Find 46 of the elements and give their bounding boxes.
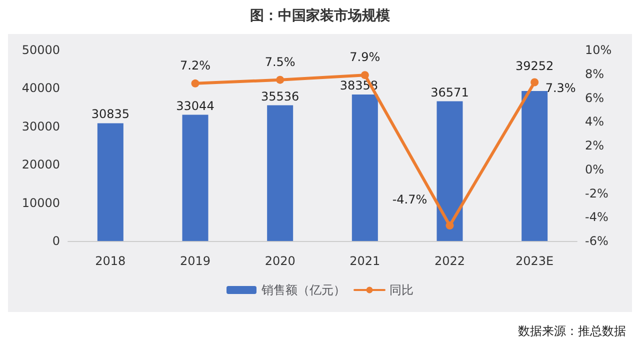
- data-label: 39252: [515, 59, 554, 74]
- y-tick-label: 20000: [22, 158, 60, 172]
- point: [276, 76, 284, 84]
- y2-tick-label: 4%: [585, 114, 604, 129]
- point: [446, 221, 454, 230]
- x-tick-label: 2023E: [516, 254, 554, 268]
- source-note: 数据来源：推总数据: [518, 324, 626, 338]
- point: [360, 71, 369, 80]
- bar: [182, 114, 208, 241]
- bar: [522, 91, 548, 241]
- legend-label: 同比: [390, 283, 414, 297]
- data-label: 36571: [430, 85, 469, 100]
- bar: [267, 105, 294, 241]
- data-label: -4.7%: [392, 192, 428, 206]
- data-label: 7.9%: [350, 50, 380, 64]
- data-label: 7.5%: [264, 54, 296, 69]
- y2-tick-label: -6%: [585, 234, 608, 248]
- y2-tick-label: -4%: [585, 210, 608, 224]
- point: [191, 79, 200, 88]
- y-tick-label: 50000: [22, 43, 60, 57]
- y-tick-label: 0: [52, 234, 60, 248]
- data-label: 7.2%: [180, 58, 210, 72]
- bar: [352, 94, 378, 241]
- x-tick-label: 2019: [180, 254, 211, 268]
- y-tick-label: 40000: [22, 81, 60, 96]
- data-label: 7.3%: [545, 81, 576, 96]
- y2-tick-label: -2%: [585, 186, 608, 200]
- y2-tick-label: 0%: [585, 162, 604, 176]
- x-tick-label: 2018: [95, 254, 126, 268]
- y-tick-label: 10000: [22, 196, 60, 210]
- x-tick-label: 2021: [350, 254, 380, 268]
- chart-title: 图：中国家装市场规模: [250, 7, 391, 24]
- data-label: 35536: [260, 89, 300, 104]
- y2-tick-label: 10%: [585, 43, 612, 57]
- data-label: 30835: [91, 107, 130, 122]
- x-tick-label: 2020: [264, 254, 296, 268]
- y2-tick-label: 8%: [585, 66, 604, 81]
- legend-label: 销售额（亿元）: [260, 283, 346, 297]
- x-tick-label: 2022: [434, 254, 466, 268]
- y-tick-label: 30000: [22, 119, 60, 134]
- y2-tick-label: 6%: [585, 90, 604, 105]
- bar: [436, 101, 463, 241]
- point: [530, 78, 539, 86]
- bar: [97, 123, 124, 241]
- y2-tick-label: 2%: [585, 138, 604, 152]
- data-label: 33044: [176, 98, 214, 113]
